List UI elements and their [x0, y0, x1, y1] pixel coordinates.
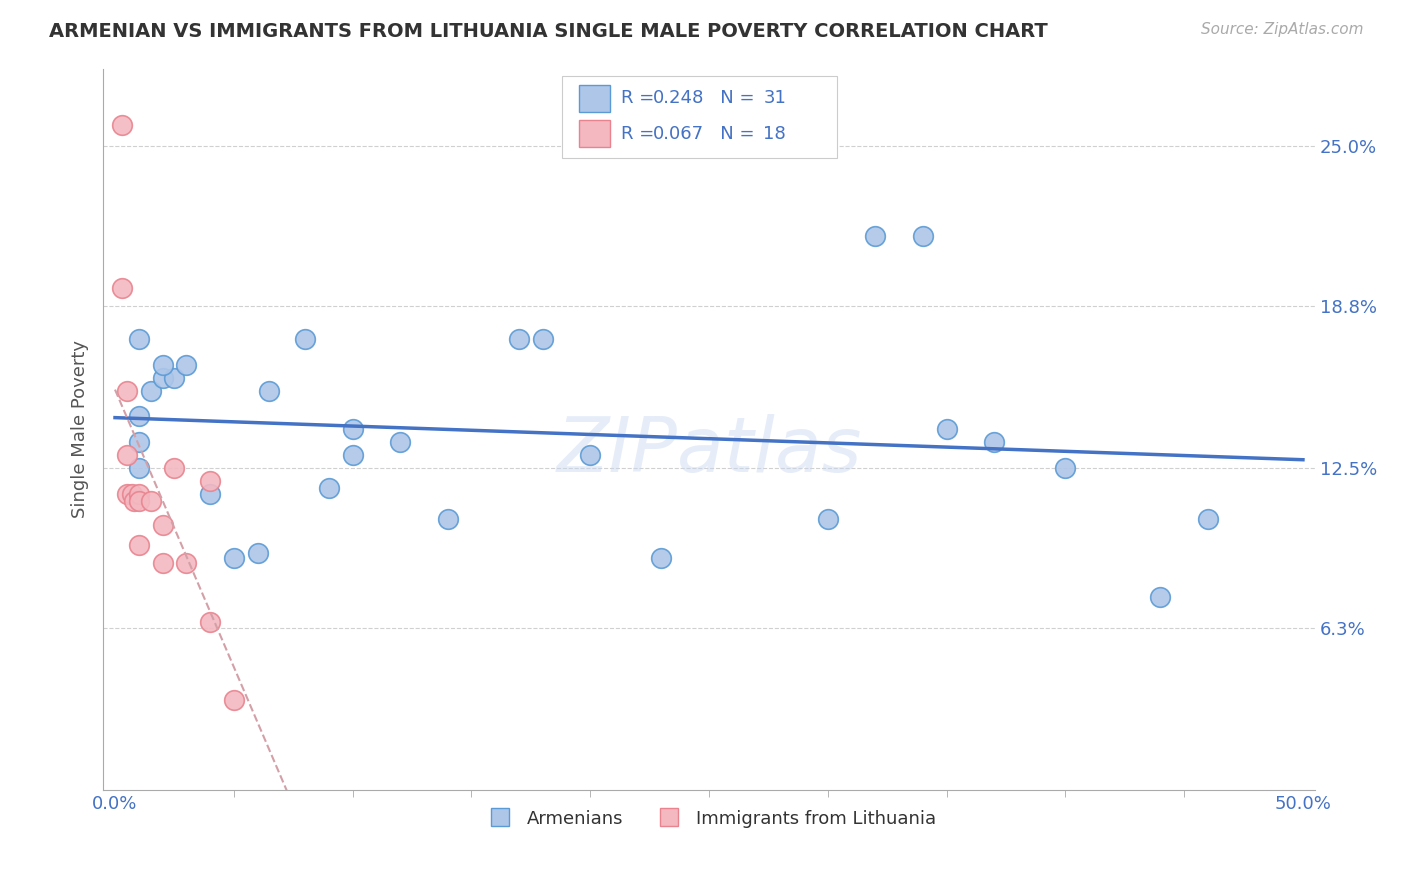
Text: 31: 31 [763, 89, 786, 107]
Text: N =: N = [703, 89, 761, 107]
Point [152, 370, 174, 384]
Point [198, 474, 221, 488]
Point [174, 358, 197, 372]
Point [152, 358, 174, 372]
Point [128, 486, 150, 500]
Point [911, 229, 934, 244]
Text: 18: 18 [763, 125, 786, 143]
Text: ZIPatlas: ZIPatlas [557, 414, 862, 488]
Point [128, 409, 150, 424]
Point [1054, 461, 1077, 475]
Point [318, 482, 340, 496]
Point [983, 435, 1005, 450]
Point [865, 229, 887, 244]
Text: ARMENIAN VS IMMIGRANTS FROM LITHUANIA SINGLE MALE POVERTY CORRELATION CHART: ARMENIAN VS IMMIGRANTS FROM LITHUANIA SI… [49, 22, 1047, 41]
Point [935, 422, 957, 436]
Legend: Armenians, Immigrants from Lithuania: Armenians, Immigrants from Lithuania [475, 803, 943, 835]
Point [128, 435, 150, 450]
Point [342, 422, 364, 436]
Point [115, 486, 138, 500]
Point [579, 448, 602, 462]
Point [128, 538, 150, 552]
Text: Source: ZipAtlas.com: Source: ZipAtlas.com [1201, 22, 1364, 37]
Point [163, 461, 186, 475]
Point [1149, 590, 1171, 604]
Text: N =: N = [703, 125, 761, 143]
Text: 0.248: 0.248 [652, 89, 704, 107]
Point [198, 615, 221, 630]
Point [111, 280, 134, 294]
Text: 0.067: 0.067 [652, 125, 703, 143]
Point [650, 551, 672, 566]
Point [174, 556, 197, 570]
Point [531, 332, 554, 346]
Y-axis label: Single Male Poverty: Single Male Poverty [72, 340, 89, 518]
Text: R =: R = [621, 125, 661, 143]
Point [152, 517, 174, 532]
Point [128, 461, 150, 475]
Point [115, 448, 138, 462]
Point [163, 370, 186, 384]
Point [121, 486, 143, 500]
Point [111, 118, 134, 132]
Point [115, 384, 138, 398]
Point [152, 556, 174, 570]
Text: R =: R = [621, 89, 661, 107]
Point [122, 494, 145, 508]
Point [259, 384, 281, 398]
Point [222, 551, 245, 566]
Point [1197, 512, 1219, 526]
Point [294, 332, 316, 346]
Point [222, 692, 245, 706]
Point [139, 494, 162, 508]
Point [198, 486, 221, 500]
Point [436, 512, 458, 526]
Point [128, 332, 150, 346]
Point [128, 494, 150, 508]
Point [389, 435, 412, 450]
Point [817, 512, 839, 526]
Point [508, 332, 530, 346]
Point [139, 384, 162, 398]
Point [342, 448, 364, 462]
Point [246, 546, 269, 560]
